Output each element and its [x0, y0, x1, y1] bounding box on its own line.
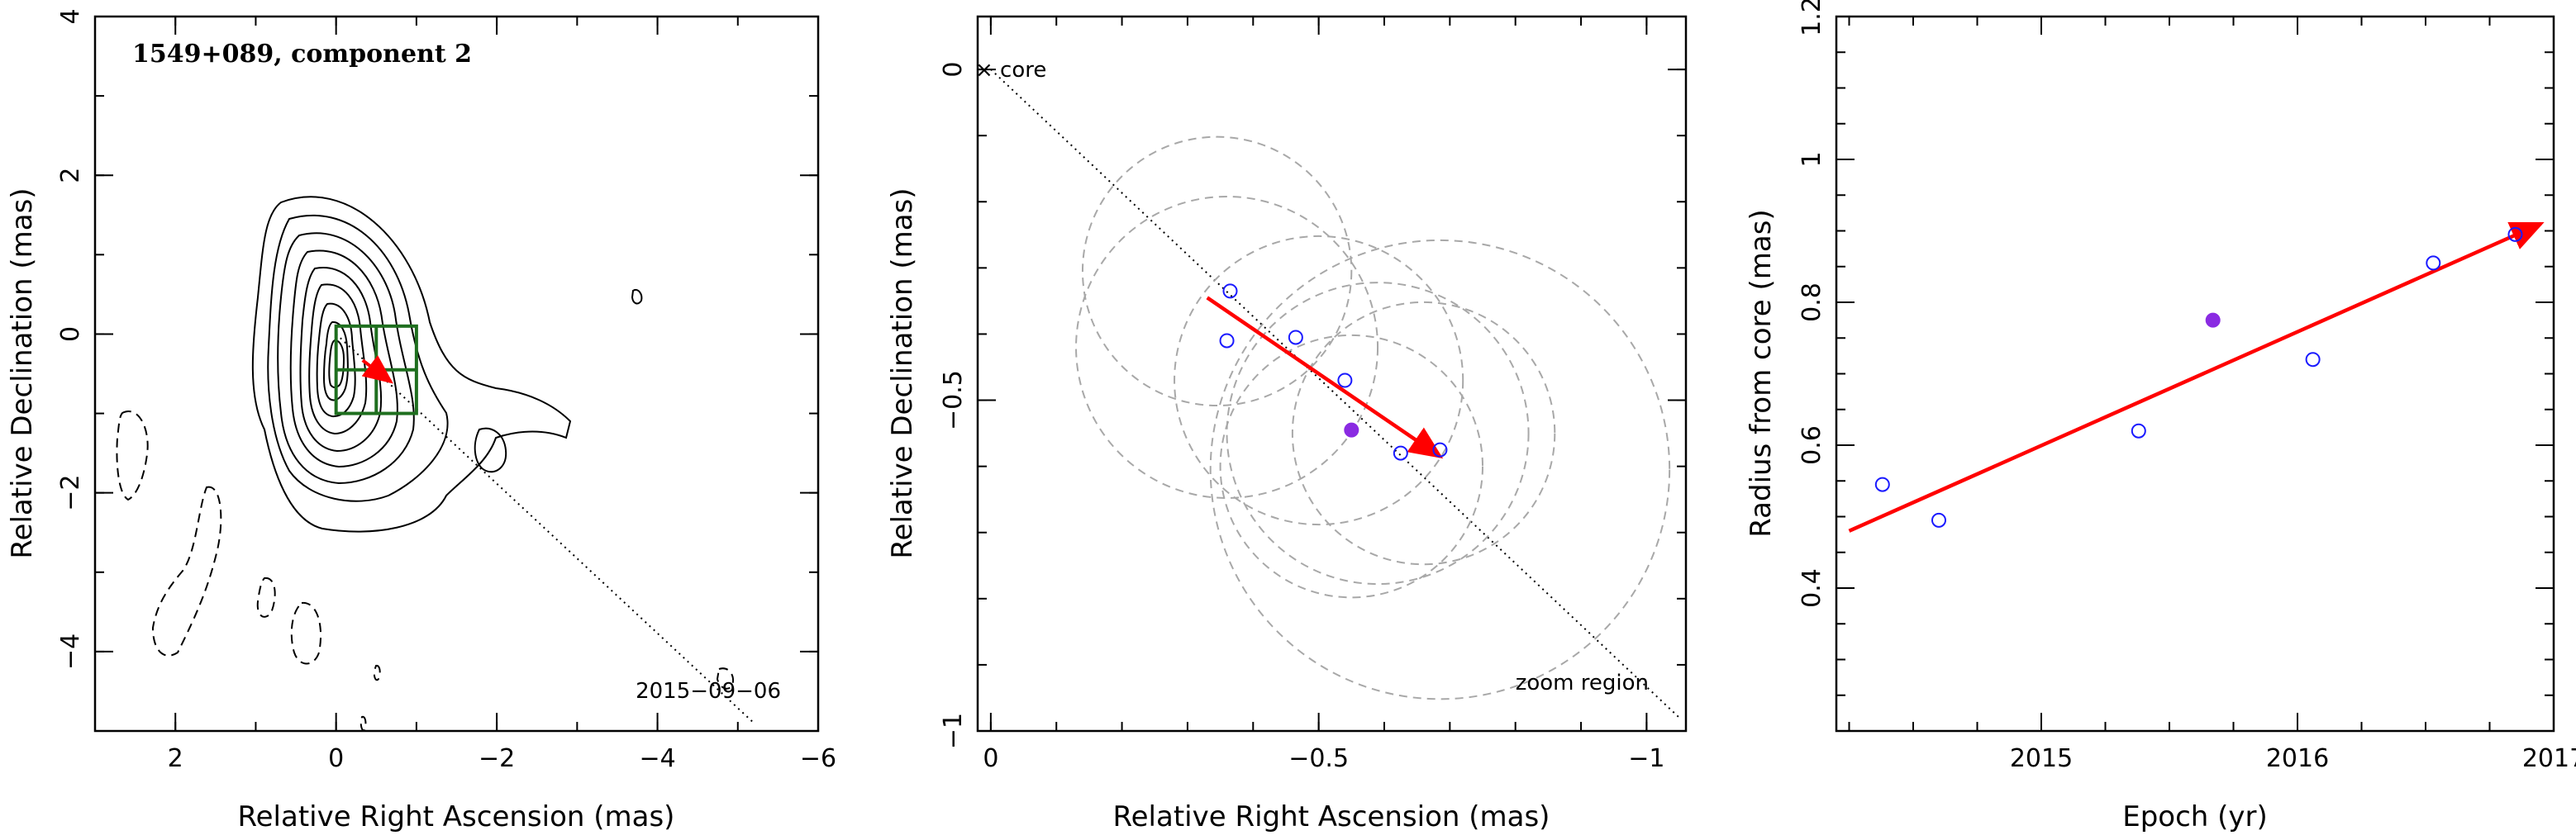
contour-level-3 [277, 232, 415, 485]
negative-contour-6 [716, 667, 734, 690]
error-circle [1075, 195, 1379, 499]
tick-marks [978, 17, 1686, 732]
negative-contours [116, 411, 734, 731]
core-label: × core [975, 58, 1046, 83]
y-tick-label: 0 [56, 326, 85, 342]
data-point [1931, 512, 1946, 528]
x-tick-label: 2015 [2010, 744, 2073, 773]
y-axis-title: Relative Declination (mas) [886, 187, 919, 558]
error-circle [1219, 334, 1484, 599]
data-point [2507, 226, 2523, 242]
data-point [1432, 442, 1448, 458]
y-tick-label: 1.2 [1797, 0, 1826, 36]
data-point [2131, 423, 2146, 439]
contour-blob-right [474, 427, 507, 473]
error-circle [1209, 239, 1671, 700]
highlighted-point [2205, 312, 2221, 328]
contour-level-1 [251, 196, 572, 533]
contour-level-5 [299, 267, 383, 453]
y-axis-title: Radius from core (mas) [1745, 209, 1778, 537]
x-tick-label: 2 [168, 744, 183, 773]
positive-contours [251, 196, 643, 533]
y-tick-label: 0.8 [1797, 282, 1826, 322]
y-tick-label: 2 [56, 168, 85, 183]
y-tick-label: −4 [56, 634, 85, 670]
y-tick-label: −0.5 [939, 370, 968, 430]
y-tick-label: 4 [56, 8, 85, 24]
zoom-region-label: zoom region [1516, 671, 1649, 695]
data-point [1393, 445, 1408, 461]
y-tick-label: 0.4 [1797, 568, 1826, 608]
highlighted-point [1344, 422, 1359, 438]
negative-contour-1 [116, 411, 149, 501]
x-tick-label: −0.5 [1288, 744, 1349, 773]
x-axis-title: Relative Right Ascension (mas) [238, 800, 675, 833]
radius-points [1874, 226, 2523, 528]
data-point [1219, 333, 1235, 349]
y-tick-label: −2 [56, 475, 85, 511]
data-point [1337, 373, 1353, 388]
contour-map-panel: 2 0 −2 −4 −6 −4 −2 0 2 4 [6, 8, 836, 833]
epoch-annotation: 2015−09−06 [636, 679, 781, 704]
error-circle [1226, 282, 1530, 586]
x-tick-label: 0 [983, 744, 998, 773]
contour-level-8 [322, 321, 349, 401]
plot-frame [1835, 15, 2555, 733]
contour-level-2 [267, 214, 449, 502]
y-tick-label: −1 [939, 713, 968, 749]
motion-arrow [361, 354, 393, 384]
x-tick-label: −2 [479, 744, 515, 773]
component-positions [1219, 283, 1448, 461]
contour-level-4 [289, 249, 398, 468]
map-title: 1549+089, component 2 [132, 40, 472, 69]
x-tick-label: 2017 [2522, 744, 2576, 773]
y-tick-label: 0.6 [1797, 425, 1826, 465]
error-circle [1081, 135, 1353, 407]
zoom-region-panel: 0 −0.5 −1 0 −0.5 −1 × core zoom region Relati… [886, 15, 1688, 833]
data-point [1874, 477, 1890, 492]
negative-contour-5 [373, 664, 381, 681]
x-tick-label: −4 [639, 744, 675, 773]
x-axis-title: Epoch (yr) [2122, 800, 2268, 833]
plot-frame [93, 15, 820, 733]
tick-marks [1836, 16, 2555, 732]
trajectory-line [990, 69, 1680, 719]
negative-contour-3 [256, 577, 276, 618]
tick-labels: 0 −0.5 −1 0 −0.5 −1 [939, 62, 1665, 773]
data-point [2305, 352, 2321, 368]
trajectory-line [335, 333, 755, 724]
motion-arrow [1206, 296, 1444, 459]
negative-contour-7 [359, 715, 367, 731]
data-point [1288, 330, 1303, 345]
error-circle [1291, 301, 1556, 566]
tick-marks [94, 16, 819, 732]
tick-labels: 2015 2016 2017 0.4 0.6 0.8 1 1.2 [1797, 0, 2576, 773]
y-tick-label: 1 [1797, 151, 1826, 167]
negative-contour-2 [151, 486, 222, 657]
negative-contour-4 [290, 601, 322, 665]
x-tick-label: 0 [328, 744, 344, 773]
x-tick-label: −1 [1628, 744, 1664, 773]
fit-arrow [1848, 221, 2545, 533]
contour-level-7 [316, 302, 356, 418]
plot-frame [976, 15, 1688, 733]
x-tick-label: −6 [800, 744, 836, 773]
x-tick-label: 2016 [2266, 744, 2329, 773]
error-circle [1174, 235, 1464, 526]
y-axis-title: Relative Declination (mas) [6, 187, 39, 558]
data-point [1222, 283, 1238, 299]
y-tick-label: 0 [939, 62, 968, 78]
radius-vs-epoch-panel: 2015 2016 2017 0.4 0.6 0.8 1 1.2 Epoch (yr) Rad… [1745, 0, 2576, 833]
tick-labels: 2 0 −2 −4 −6 −4 −2 0 2 4 [56, 8, 836, 773]
contour-map [116, 196, 755, 731]
error-circles [1075, 135, 1671, 700]
data-point [2426, 255, 2441, 271]
contour-blob-far [631, 289, 643, 305]
x-axis-title: Relative Right Ascension (mas) [1113, 800, 1550, 833]
